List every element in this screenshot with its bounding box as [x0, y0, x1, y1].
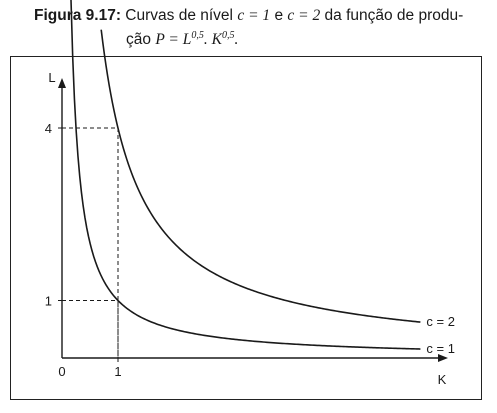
- series-label-1: c = 1: [426, 341, 455, 356]
- y-tick-label: 4: [45, 121, 52, 136]
- x-tick-label: 1: [114, 364, 121, 379]
- figure-label: Figura 9.17:: [34, 7, 121, 24]
- chart-frame: [10, 56, 482, 400]
- chart-axes: [58, 78, 448, 362]
- x-tick-label: 0: [58, 364, 65, 379]
- chart-labels: K L 0 1 1 4 c = 1 c = 2: [45, 70, 455, 387]
- caption-c1: c = 1: [237, 7, 271, 24]
- y-tick-label: 1: [45, 294, 52, 309]
- caption-connector: e: [270, 7, 288, 24]
- series-label-2: c = 2: [426, 314, 455, 329]
- x-axis-label: K: [438, 372, 447, 387]
- caption-line2-prefix: ção: [126, 31, 156, 49]
- caption-formula: P = L0,5. K0,5.: [155, 30, 239, 49]
- x-axis-arrow: [438, 354, 448, 362]
- series-line-1: [70, 0, 421, 350]
- series-line-2: [100, 29, 421, 323]
- caption-text-1: Curvas de nível: [121, 7, 238, 24]
- caption-c2: c = 2: [287, 7, 321, 24]
- y-axis-arrow: [58, 78, 66, 88]
- caption-text-2: da função de produ-: [320, 7, 464, 24]
- figure-caption: Figura 9.17: Curvas de nível c = 1 e c =…: [34, 6, 494, 50]
- chart-guides: [62, 127, 119, 358]
- caption-line-2: ção P = L0,5. K0,5.: [34, 26, 494, 50]
- chart-series: [70, 0, 421, 350]
- y-axis-label: L: [48, 70, 55, 85]
